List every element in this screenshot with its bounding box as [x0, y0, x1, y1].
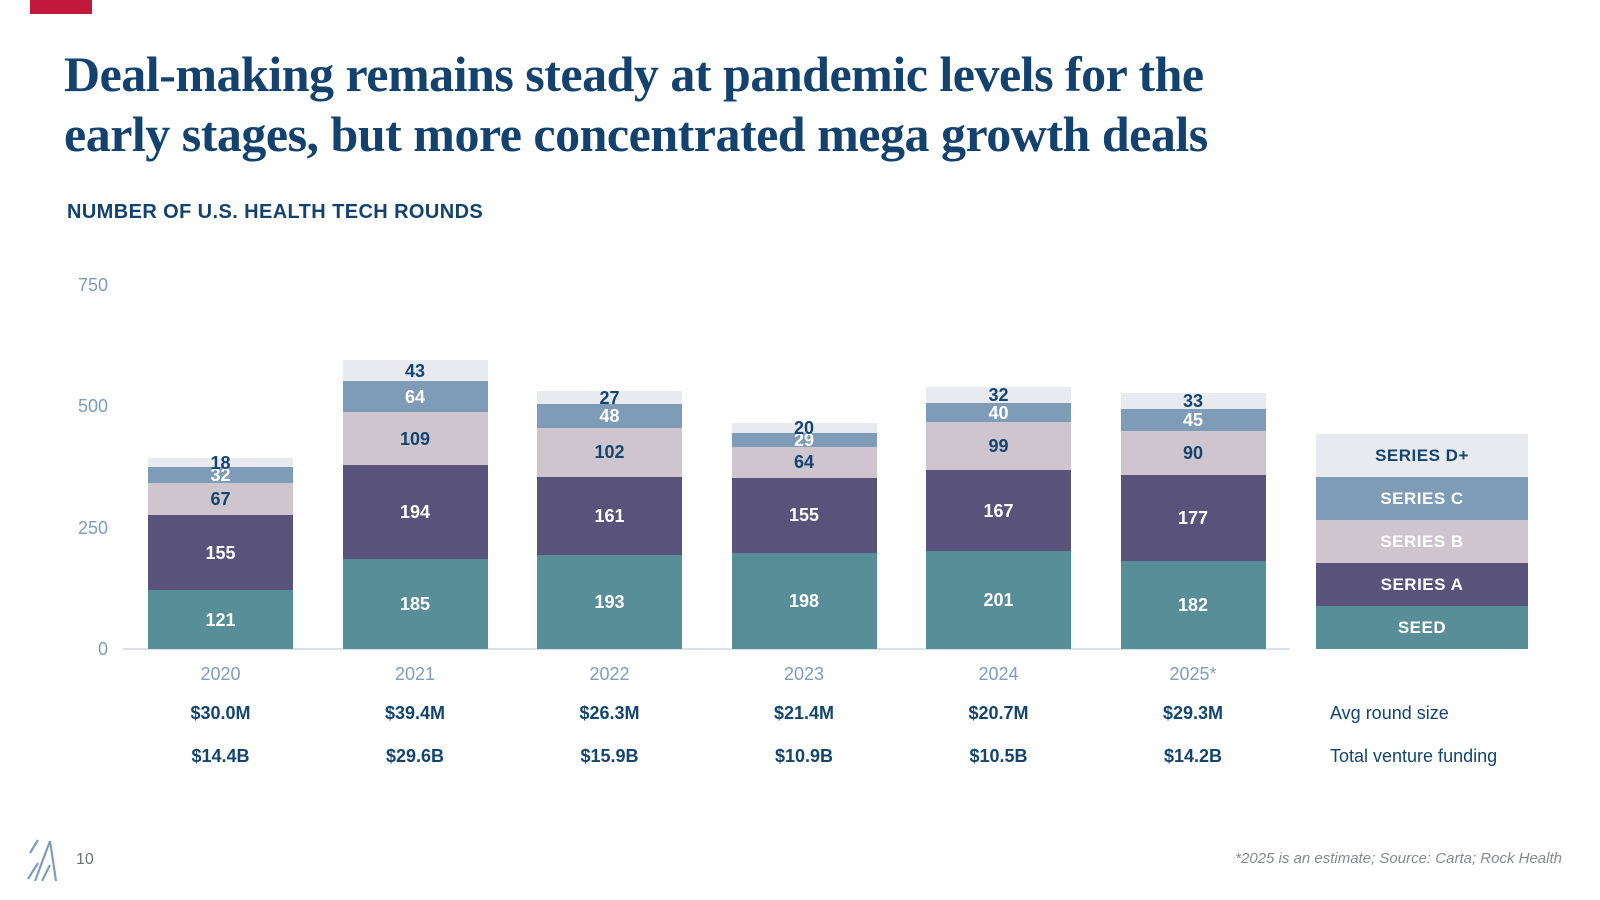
bar-segment-seed-2020: 121	[148, 590, 293, 649]
avg-round-size-value: $39.4M	[384, 703, 446, 723]
avg-round-size-label: Avg round size	[1330, 703, 1449, 723]
legend-item-series-d-: SERIES D+	[1316, 434, 1528, 477]
bar-segment-series-b-2024: 99	[926, 422, 1071, 471]
segment-value: 121	[205, 609, 236, 630]
bar-segment-seed-2025: 182	[1120, 560, 1266, 649]
legend-item-series-c: SERIES C	[1316, 477, 1528, 520]
segment-value: 67	[210, 488, 231, 509]
bar-segment-series-a-2025: 177	[1120, 474, 1266, 561]
x-label-2024: 2024	[978, 664, 1019, 684]
segment-value: 40	[988, 402, 1009, 423]
bar-segment-series-b-2023: 64	[731, 446, 877, 478]
bar-segment-series-a-2022: 161	[537, 477, 682, 556]
bar-segment-series-c-2025: 45	[1120, 409, 1266, 432]
segment-value: 33	[1182, 391, 1204, 412]
segment-value: 177	[1177, 507, 1209, 528]
segment-value: 167	[983, 500, 1014, 521]
bar-segment-seed-2024: 201	[926, 551, 1071, 649]
segment-value: 185	[399, 594, 431, 615]
bar-segment-series-d--2025: 33	[1120, 391, 1266, 412]
bar-segment-series-c-2024: 40	[926, 402, 1071, 423]
total-venture-funding-value: $10.5B	[969, 746, 1028, 766]
bar-segment-series-b-2022: 102	[537, 427, 682, 478]
bar-segment-series-d--2023: 20	[731, 417, 877, 438]
total-venture-funding-value: $14.2B	[1163, 746, 1223, 766]
bar-segment-seed-2023: 198	[731, 552, 877, 649]
segment-value: 32	[988, 385, 1009, 406]
bar-segment-series-a-2023: 155	[731, 477, 877, 553]
bar-segment-series-d--2024: 32	[926, 385, 1071, 406]
segment-value: 32	[210, 464, 231, 485]
legend-item-seed: SEED	[1316, 606, 1528, 649]
bar-segment-series-d--2021: 43	[342, 360, 488, 382]
page-number: 10	[76, 851, 94, 868]
avg-round-size-value: $20.7M	[968, 703, 1029, 723]
bar-segment-series-a-2021: 194	[342, 465, 488, 560]
segment-value: 99	[988, 436, 1009, 457]
segment-value: 18	[210, 452, 231, 473]
segment-value: 64	[793, 452, 815, 473]
legend-item-series-b: SERIES B	[1316, 520, 1528, 563]
bar-segment-series-a-2020: 155	[148, 515, 293, 591]
page-title: Deal-making remains steady at pandemic l…	[64, 44, 1208, 164]
total-venture-funding-value: $29.6B	[385, 746, 445, 766]
avg-round-size-value: $30.0M	[190, 703, 251, 723]
segment-value: 109	[399, 428, 431, 449]
chart-subtitle: NUMBER OF U.S. HEALTH TECH ROUNDS	[67, 201, 484, 223]
bar-segment-series-d--2022: 27	[537, 387, 682, 408]
total-venture-funding-value: $14.4B	[191, 746, 250, 766]
segment-value: 182	[1177, 594, 1209, 615]
total-venture-funding-value: $15.9B	[580, 746, 639, 766]
y-tick-500: 500	[77, 396, 108, 417]
x-label-2020: 2020	[200, 664, 241, 684]
bar-segment-series-b-2025: 90	[1120, 431, 1266, 475]
rock-health-logo	[27, 836, 59, 887]
segment-value: 193	[594, 592, 625, 613]
legend-item-series-a: SERIES A	[1316, 563, 1528, 606]
bar-segment-seed-2021: 185	[342, 559, 488, 649]
bar-segment-seed-2022: 193	[537, 555, 682, 649]
segment-value: 48	[599, 406, 620, 427]
bar-segment-series-c-2023: 29	[731, 429, 877, 450]
bar-segment-series-b-2020: 67	[148, 482, 293, 516]
segment-value: 43	[404, 360, 426, 381]
segment-value: 194	[399, 502, 431, 523]
segment-value: 29	[793, 429, 815, 450]
segment-value: 102	[594, 442, 625, 463]
bar-segment-series-c-2021: 64	[342, 381, 488, 413]
segment-value: 45	[1182, 410, 1204, 431]
y-tick-250: 250	[77, 517, 108, 538]
segment-value: 198	[788, 590, 820, 611]
page-title-line-2: early stages, but more concentrated mega…	[64, 106, 1208, 162]
bar-segment-series-b-2021: 109	[342, 412, 488, 466]
x-axis-line	[123, 648, 1290, 650]
total-venture-funding-value: $10.9B	[774, 746, 834, 766]
accent-tab	[30, 0, 92, 14]
bar-segment-series-a-2024: 167	[926, 470, 1071, 552]
y-tick-750: 750	[77, 275, 108, 296]
segment-value: 155	[788, 505, 820, 526]
segment-value: 201	[983, 590, 1014, 611]
segment-value: 27	[599, 387, 620, 408]
x-label-2023: 2023	[783, 664, 825, 684]
avg-round-size-value: $21.4M	[773, 703, 835, 723]
x-label-2022: 2022	[589, 664, 630, 684]
avg-round-size-value: $29.3M	[1162, 703, 1224, 723]
y-tick-0: 0	[97, 639, 108, 659]
avg-round-size-value: $26.3M	[579, 703, 640, 723]
segment-value: 90	[1182, 442, 1204, 463]
page-title-line-1: Deal-making remains steady at pandemic l…	[64, 46, 1204, 102]
segment-value: 64	[404, 386, 426, 407]
x-label-2021: 2021	[394, 664, 436, 684]
bar-segment-series-c-2022: 48	[537, 404, 682, 428]
segment-value: 161	[594, 506, 625, 527]
bar-segment-series-d--2020: 18	[148, 452, 293, 473]
bar-segment-series-c-2020: 32	[148, 464, 293, 485]
x-label-2025: 2025*	[1169, 664, 1217, 684]
total-venture-funding-label: Total venture funding	[1330, 746, 1498, 766]
footnote: *2025 is an estimate; Source: Carta; Roc…	[1235, 850, 1562, 867]
segment-value: 155	[205, 542, 236, 563]
segment-value: 20	[793, 417, 815, 438]
